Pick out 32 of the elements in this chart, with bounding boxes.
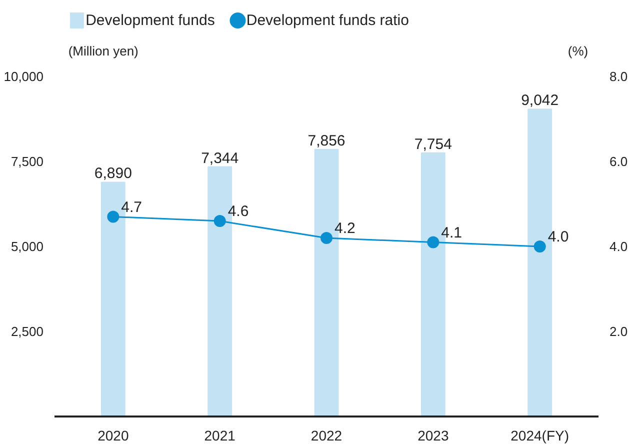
y-tick-label: 5,000 (10, 239, 44, 254)
point (534, 240, 546, 252)
y-axis-title: (Million yen) (68, 44, 138, 58)
data-label: 4.0 (548, 228, 569, 246)
x-tick-label: 2021 (204, 428, 236, 444)
data-label: 7,344 (201, 150, 239, 167)
y-tick-label: 10,000 (4, 69, 44, 84)
y-tick-label: 2,500 (10, 324, 44, 339)
data-label: 4.6 (228, 203, 249, 220)
data-label: 9,042 (521, 92, 559, 110)
legend-label: Development funds (86, 12, 215, 29)
data-label: 4.2 (334, 220, 356, 237)
x-tick-label: 2020 (98, 428, 129, 444)
y2-tick-label: 2.0 (610, 324, 628, 339)
point (427, 236, 440, 248)
data-label: 6,890 (94, 165, 132, 182)
point (320, 232, 332, 244)
x-tick-label: 2024(FY) (510, 428, 570, 444)
y2-tick-label: 4.0 (610, 239, 628, 254)
y2-tick-label: 8.0 (610, 69, 628, 84)
data-label: 4.1 (441, 224, 462, 242)
legend-label: Development funds ratio (246, 12, 409, 29)
y2-axis-title: (%) (568, 44, 588, 58)
x-tick-label: 2022 (310, 428, 342, 444)
y2-tick-label: 6.0 (610, 154, 628, 169)
point (107, 210, 120, 223)
data-label: 7,754 (414, 136, 452, 153)
point (214, 215, 226, 227)
x-tick-label: 2023 (418, 428, 449, 444)
y-tick-label: 7,500 (10, 154, 44, 169)
data-label: 7,856 (308, 132, 346, 150)
data-label: 4.7 (121, 198, 142, 216)
